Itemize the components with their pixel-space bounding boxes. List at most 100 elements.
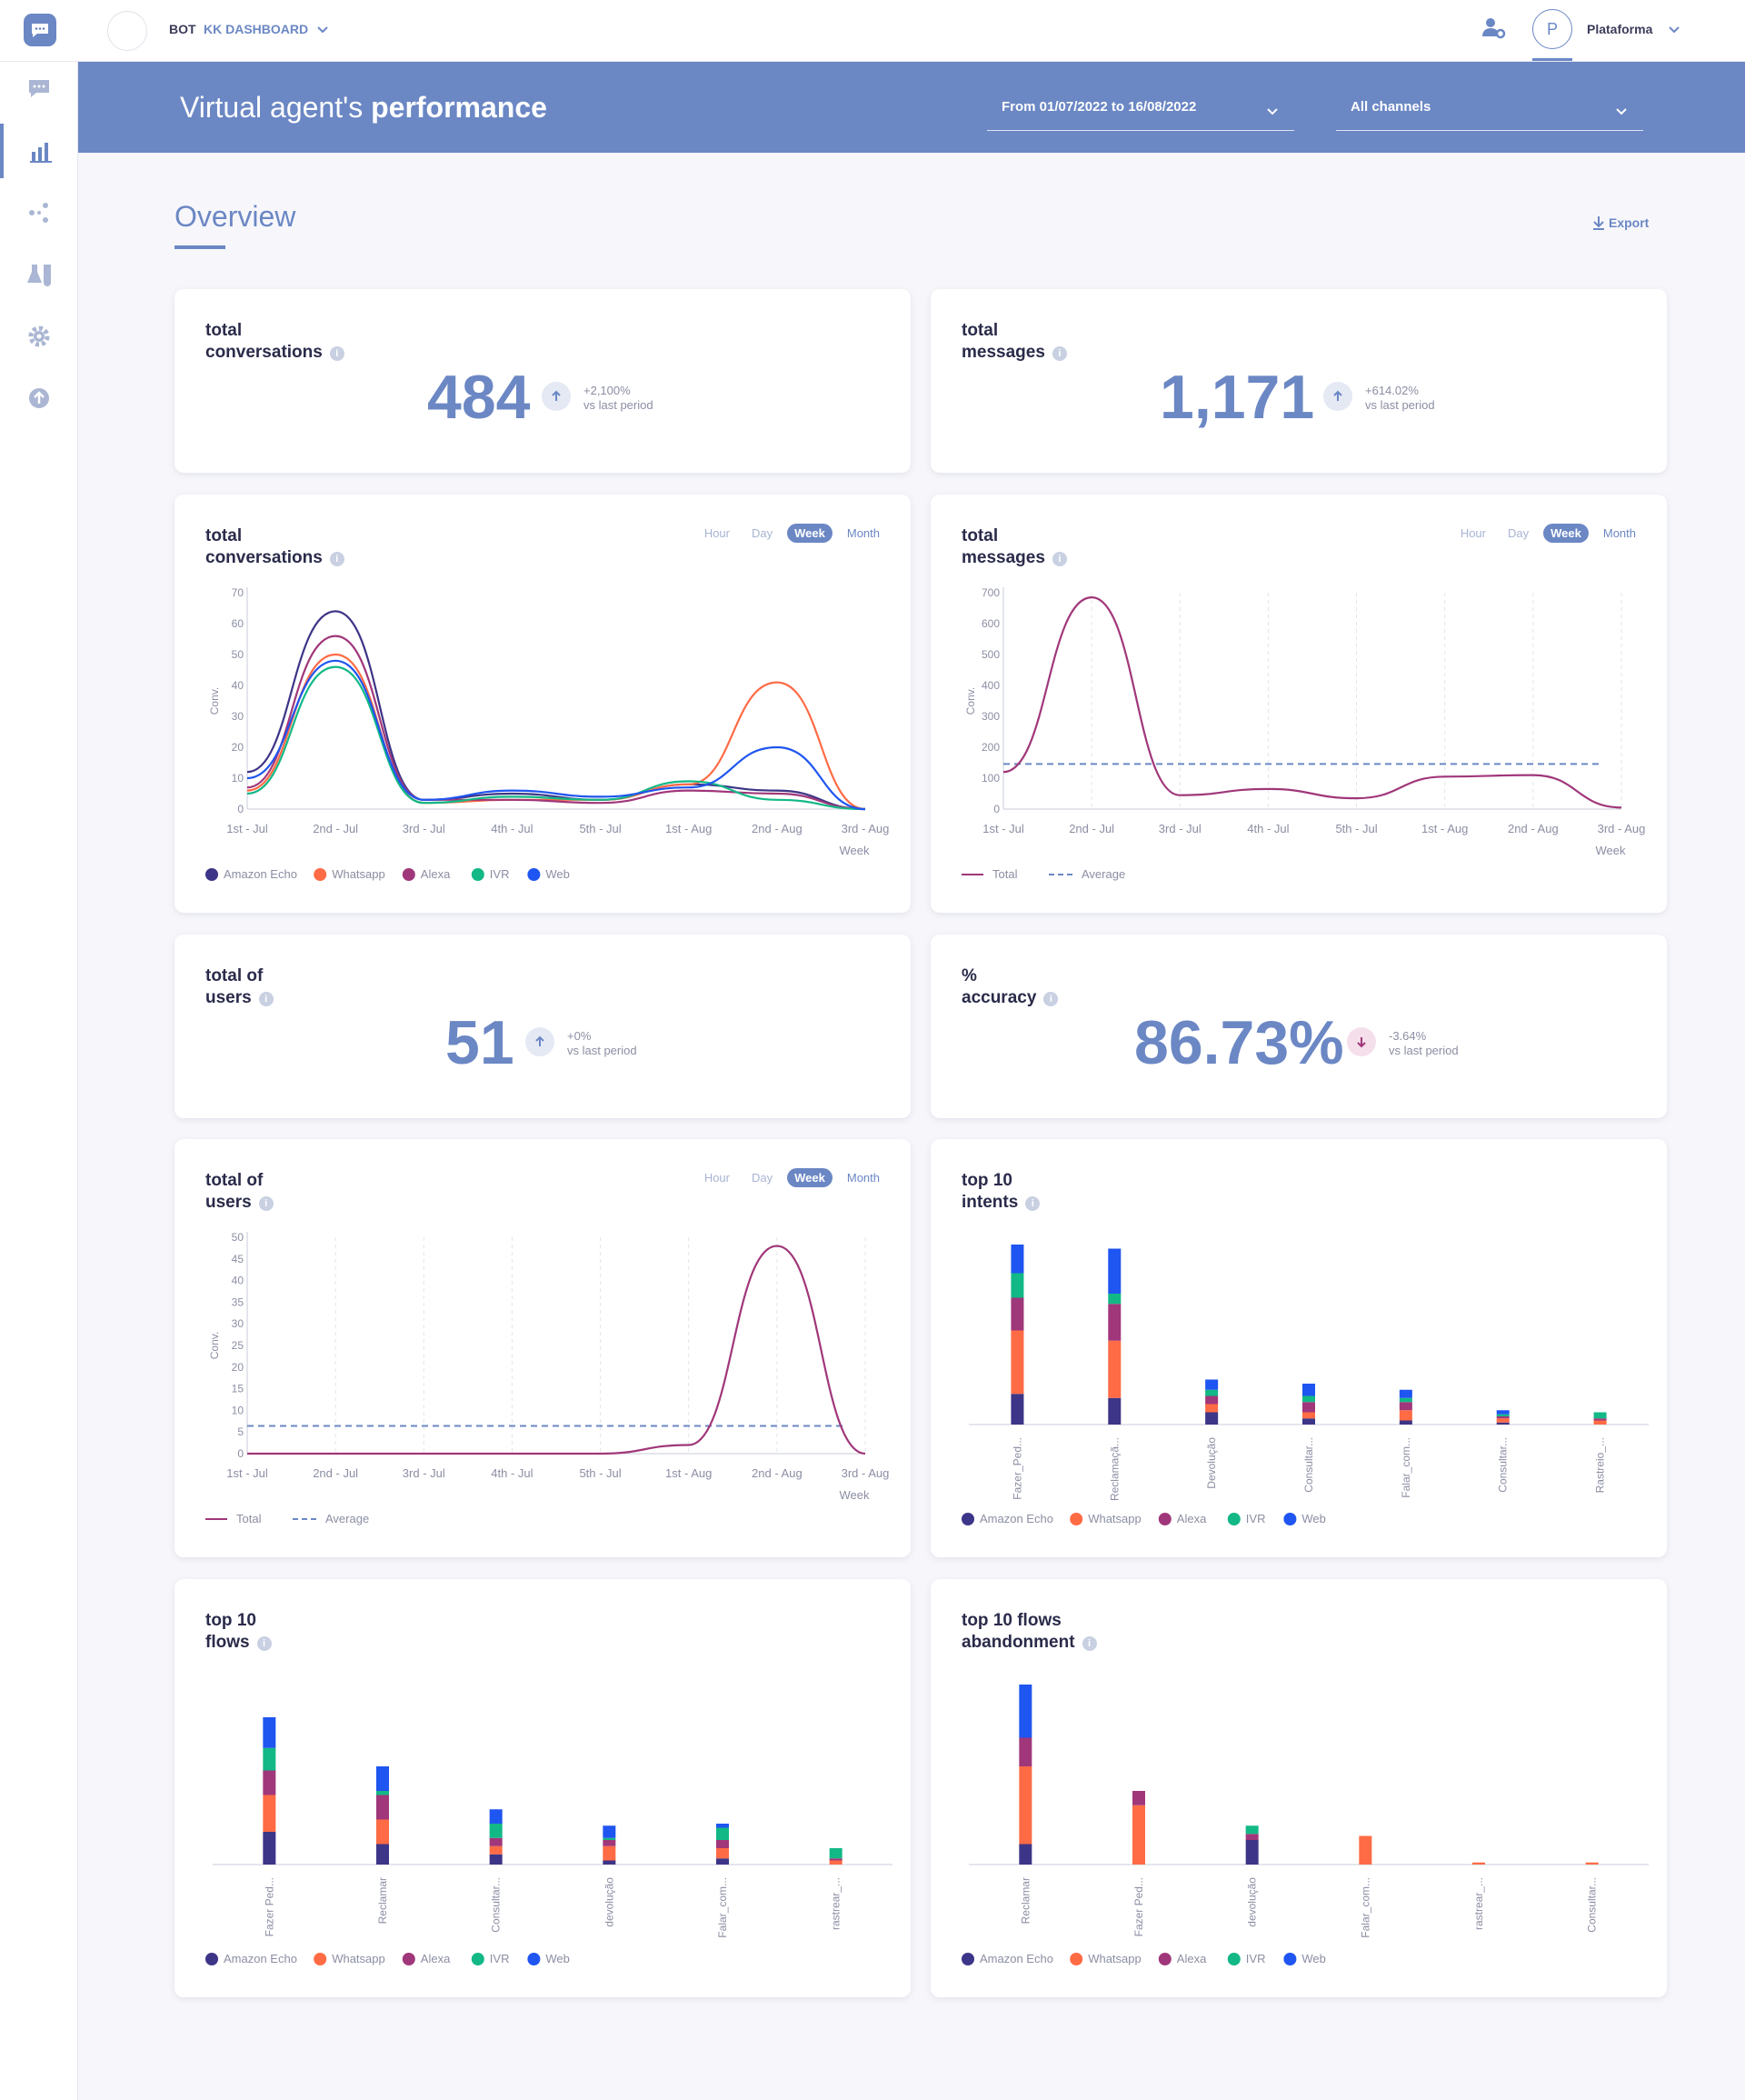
tab-day[interactable]: Day — [1508, 526, 1530, 540]
profile-name[interactable]: Plataforma — [1587, 22, 1653, 36]
tab-month[interactable]: Month — [846, 526, 880, 540]
chevron-down-icon[interactable] — [1665, 20, 1683, 38]
arrow-up-icon — [1323, 382, 1352, 411]
bar-segment-alexa — [1108, 1304, 1122, 1341]
info-icon[interactable]: i — [1043, 992, 1059, 1006]
y-tick-label: 0 — [237, 803, 244, 815]
sidebar-item-settings[interactable] — [0, 309, 78, 364]
legend-label: Total — [992, 867, 1018, 881]
info-icon[interactable]: i — [1052, 346, 1067, 361]
sidebar-item-analytics[interactable] — [0, 124, 78, 178]
bar-segment-web — [376, 1766, 389, 1791]
y-tick-label: 50 — [232, 648, 244, 661]
y-axis-label: Conv. — [964, 687, 977, 715]
bar-segment-alexa — [829, 1858, 843, 1861]
channel-select[interactable]: All channels — [1336, 93, 1643, 131]
info-icon[interactable]: i — [258, 1196, 274, 1211]
bar-segment-ivr — [716, 1827, 729, 1840]
tab-week[interactable]: Week — [1543, 524, 1589, 543]
bar-segment-alexa — [1132, 1791, 1145, 1805]
kpi-card-accuracy: % accuracy i 86.73% -3.64% vs last period — [931, 935, 1667, 1118]
info-icon[interactable]: i — [1052, 552, 1067, 566]
app-logo[interactable] — [24, 14, 56, 46]
bar-segment-whatsapp — [1359, 1835, 1372, 1865]
x-tick-label: 3rd - Jul — [403, 822, 445, 835]
tab-hour[interactable]: Hour — [703, 526, 730, 540]
bar-segment-web — [489, 1809, 503, 1824]
x-tick-label: 1st - Jul — [226, 822, 268, 835]
kpi-value: 51 — [445, 1008, 514, 1077]
bar-segment-ivr — [263, 1747, 276, 1771]
legend-dot — [205, 1953, 218, 1965]
y-tick-label: 0 — [237, 1447, 244, 1460]
export-button[interactable]: Export — [1592, 215, 1649, 230]
x-tick-label: 4th - Jul — [1247, 822, 1289, 835]
date-range-select[interactable]: From 01/07/2022 to 16/08/2022 — [987, 93, 1294, 131]
chevron-down-icon — [1267, 108, 1278, 115]
tab-day[interactable]: Day — [752, 526, 773, 540]
sidebar — [0, 62, 78, 2100]
sidebar-item-flows[interactable] — [0, 185, 78, 240]
bar-segment-whatsapp — [603, 1845, 616, 1861]
bar-segment-amazon-echo — [489, 1854, 503, 1865]
bar-segment-ivr — [1496, 1414, 1510, 1416]
sidebar-item-conversations[interactable] — [0, 62, 78, 116]
info-icon[interactable]: i — [329, 552, 344, 566]
bot-avatar[interactable] — [107, 11, 147, 51]
user-settings-icon[interactable] — [1480, 15, 1507, 42]
sidebar-item-publish[interactable] — [0, 371, 78, 425]
y-tick-label: 200 — [982, 741, 1000, 754]
header-banner: Virtual agent's performance From 01/07/2… — [78, 62, 1745, 153]
legend-label: Alexa — [1177, 1952, 1207, 1965]
y-tick-label: 600 — [982, 617, 1000, 630]
info-icon[interactable]: i — [1025, 1196, 1041, 1211]
chat-bubble-logo-icon — [32, 24, 48, 37]
info-icon[interactable]: i — [256, 1636, 272, 1651]
bar-segment-whatsapp — [1132, 1805, 1145, 1865]
legend-dot — [962, 1953, 974, 1965]
y-tick-label: 40 — [232, 679, 244, 692]
sidebar-item-tests[interactable] — [0, 247, 78, 302]
y-tick-label: 70 — [232, 586, 244, 599]
x-tick-label: Rastreio_... — [1594, 1437, 1607, 1493]
info-icon[interactable]: i — [1082, 1636, 1097, 1651]
tab-week[interactable]: Week — [787, 524, 833, 543]
info-icon[interactable]: i — [329, 346, 344, 361]
card-title: total conversations i — [205, 525, 344, 569]
x-tick-label: 3rd - Jul — [1159, 822, 1202, 835]
bar-segment-ivr — [1108, 1294, 1122, 1305]
bot-selector[interactable]: KK DASHBOARD — [204, 22, 309, 36]
bar-segment-amazon-echo — [716, 1858, 729, 1865]
card-title: top 10 intents i — [962, 1170, 1041, 1214]
bar-segment-ivr — [1302, 1395, 1315, 1403]
info-icon[interactable]: i — [258, 992, 274, 1006]
bar-segment-amazon-echo — [1245, 1840, 1259, 1865]
x-tick-label: 1st - Aug — [665, 822, 712, 835]
bar-segment-amazon-echo — [1496, 1422, 1510, 1425]
legend-label: IVR — [1246, 1952, 1266, 1965]
x-axis-label: Week — [840, 1488, 870, 1502]
bar-segment-amazon-echo — [263, 1832, 276, 1865]
y-tick-label: 20 — [232, 1361, 244, 1374]
x-tick-label: 3rd - Aug — [842, 822, 890, 835]
profile-indicator — [1532, 58, 1572, 61]
profile-avatar[interactable]: P — [1532, 9, 1572, 49]
bar-segment-web — [1302, 1384, 1315, 1396]
legend-dot — [527, 1953, 541, 1965]
bar-segment-amazon-echo — [376, 1844, 389, 1865]
card-title: top 10 flows abandonment i — [962, 1610, 1097, 1654]
intents-bar-chart: Fazer_Ped... Reclamaçã... Devolução Consult… — [962, 1245, 1649, 1525]
tab-day[interactable]: Day — [752, 1171, 773, 1185]
chevron-down-icon[interactable] — [314, 20, 332, 38]
x-tick-label: 2nd - Aug — [1508, 822, 1559, 835]
tab-hour[interactable]: Hour — [1460, 526, 1486, 540]
bar-segment-whatsapp — [263, 1795, 276, 1832]
tab-month[interactable]: Month — [846, 1171, 880, 1185]
y-tick-label: 40 — [232, 1275, 244, 1287]
legend-dot — [314, 868, 327, 881]
tab-month[interactable]: Month — [1602, 526, 1636, 540]
tab-hour[interactable]: Hour — [703, 1171, 730, 1185]
legend-dot — [1070, 1953, 1083, 1965]
legend-label: Amazon Echo — [224, 867, 297, 881]
tab-week[interactable]: Week — [787, 1168, 833, 1187]
